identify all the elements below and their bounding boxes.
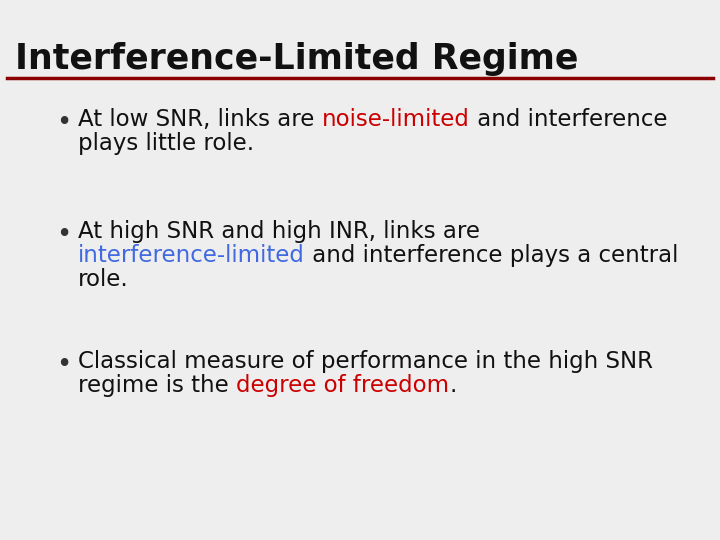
Text: .: . bbox=[449, 374, 456, 397]
Text: and interference: and interference bbox=[469, 108, 667, 131]
Text: role.: role. bbox=[78, 268, 129, 291]
Text: Interference-Limited Regime: Interference-Limited Regime bbox=[15, 42, 578, 76]
Text: •: • bbox=[56, 352, 71, 378]
Text: and interference plays a central: and interference plays a central bbox=[305, 244, 678, 267]
Text: At high SNR and high INR, links are: At high SNR and high INR, links are bbox=[78, 220, 480, 243]
Text: noise-limited: noise-limited bbox=[322, 108, 469, 131]
Text: •: • bbox=[56, 110, 71, 136]
Text: plays little role.: plays little role. bbox=[78, 132, 254, 155]
Text: •: • bbox=[56, 222, 71, 248]
Text: At low SNR, links are: At low SNR, links are bbox=[78, 108, 322, 131]
Text: regime is the: regime is the bbox=[78, 374, 236, 397]
Text: interference-limited: interference-limited bbox=[78, 244, 305, 267]
Text: Classical measure of performance in the high SNR: Classical measure of performance in the … bbox=[78, 350, 653, 373]
Text: degree of freedom: degree of freedom bbox=[236, 374, 449, 397]
